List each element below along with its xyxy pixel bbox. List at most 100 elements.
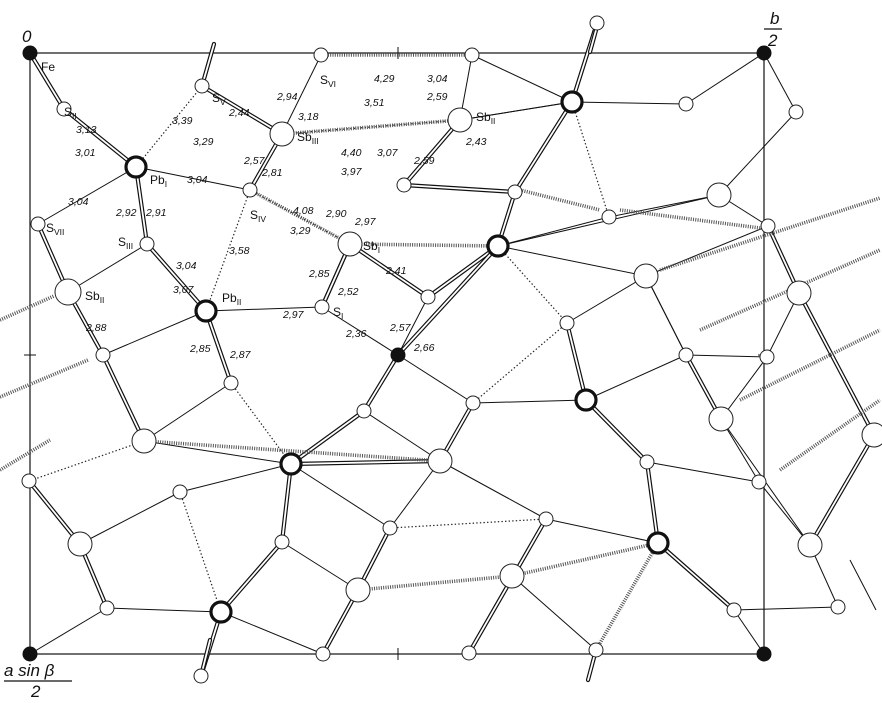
- sulfur-atom: [760, 218, 776, 234]
- atom-label-sb-ii-left: SbII: [85, 289, 104, 305]
- atom-label-fe: Fe: [41, 60, 55, 74]
- distance-label: 3,07: [173, 284, 195, 296]
- distance-label: 2,97: [354, 216, 377, 228]
- sulfur-atom-dark: [223, 375, 239, 391]
- sulfur-atom: [830, 599, 846, 615]
- bond-line: [646, 461, 659, 544]
- sulfur-atom-dark: [788, 104, 804, 120]
- bond-line: [699, 248, 881, 332]
- bond-line: [403, 119, 461, 186]
- distance-label: 2,57: [243, 155, 266, 167]
- sulfur-atom-dark: [139, 236, 155, 252]
- bond-line: [397, 245, 499, 356]
- bond-line: [135, 85, 203, 168]
- atom-label-s-iii: SIII: [118, 235, 133, 251]
- distance-label: 2,52: [337, 286, 359, 298]
- bond-line: [0, 358, 89, 399]
- bond-line: [439, 460, 547, 520]
- bond-line: [397, 296, 429, 356]
- bond-line: [497, 245, 647, 277]
- bond-line: [514, 101, 573, 193]
- distance-label: 2,97: [282, 309, 305, 321]
- sulfur-atom: [95, 347, 111, 363]
- bond-line: [778, 398, 882, 472]
- bond-line: [179, 491, 222, 613]
- a-axis-label: a sin β 2: [4, 661, 72, 701]
- bond-line: [29, 607, 108, 655]
- bond-line: [497, 245, 568, 324]
- atom-labels: Fe SII SV SVI SbIII SbII PbI SIV SbI SVI…: [41, 60, 495, 321]
- sulfur-atom-dark: [193, 668, 209, 684]
- sulfur-atom-dark: [356, 403, 372, 419]
- distance-label: 2,87: [229, 349, 252, 361]
- bond-line: [545, 518, 659, 544]
- bond-line: [63, 108, 137, 168]
- bond-line: [849, 559, 877, 611]
- distance-label: 2,85: [189, 343, 211, 355]
- bond-line: [511, 541, 659, 578]
- distance-label: 3,13: [76, 124, 97, 136]
- sulfur-atom: [242, 182, 258, 198]
- sulfur-atom-dark: [589, 15, 605, 31]
- bond-line: [471, 54, 573, 103]
- bond-line: [106, 607, 222, 613]
- bond-line: [220, 611, 324, 655]
- distance-label: 2,59: [426, 91, 448, 103]
- distance-label: 3,29: [290, 225, 311, 237]
- bond-line: [179, 463, 292, 493]
- distance-label: 3,39: [172, 115, 193, 127]
- bond-line: [389, 518, 547, 529]
- iron-atom: [22, 45, 38, 61]
- bond-line: [566, 275, 647, 324]
- bond-line: [594, 542, 660, 651]
- bond-line: [472, 399, 587, 404]
- bond-line: [571, 101, 687, 105]
- distance-label: 2,36: [345, 328, 367, 340]
- sulfur-atom: [99, 600, 115, 616]
- distance-label: 2,85: [308, 268, 330, 280]
- bond-line: [201, 85, 283, 135]
- antimony-atom: [131, 428, 157, 454]
- a-axis-denominator: 2: [30, 682, 41, 698]
- sulfur-atom: [172, 484, 188, 500]
- sulfur-atom-dark: [726, 602, 742, 618]
- distance-label: 2,59: [413, 155, 435, 167]
- bond-line: [619, 208, 761, 230]
- sulfur-atom: [678, 96, 694, 112]
- bond-line: [739, 328, 881, 402]
- iron-atom: [22, 646, 38, 662]
- bond-line: [718, 111, 797, 196]
- bond-distance-labels: 3,13 3,01 3,39 3,29 2,44 2,94 3,18 4,29 …: [68, 73, 487, 361]
- lead-atom: [560, 90, 584, 114]
- distance-label: 2,57: [389, 322, 412, 334]
- bond-line: [0, 438, 51, 472]
- bond-line: [37, 166, 137, 225]
- bond-line: [135, 166, 251, 191]
- distance-label: 4,08: [293, 205, 314, 217]
- bond-line: [363, 354, 399, 412]
- sulfur-atom-dark: [274, 534, 290, 550]
- sulfur-atom: [382, 520, 398, 536]
- bond-line: [205, 306, 323, 312]
- distance-label: 2,90: [325, 208, 347, 220]
- bond-line: [519, 188, 601, 212]
- sulfur-atom: [315, 646, 331, 662]
- bond-line: [357, 574, 513, 592]
- distance-label: 2,94: [276, 91, 298, 103]
- sulfur-atom-dark: [588, 642, 604, 658]
- bond-line: [349, 243, 429, 298]
- bond-line: [28, 440, 145, 482]
- bond-line: [230, 382, 292, 465]
- bond-line: [290, 463, 391, 529]
- bond-line: [79, 491, 181, 545]
- bond-line: [363, 410, 441, 462]
- atom-label-s-vii: SVII: [46, 221, 64, 237]
- bond-line: [608, 194, 720, 218]
- sulfur-atom: [461, 645, 477, 661]
- bond-line: [571, 101, 610, 218]
- bond-line: [143, 440, 292, 465]
- bond-line: [585, 354, 687, 401]
- distance-label: 3,04: [427, 73, 448, 85]
- distance-label: 2,88: [85, 322, 107, 334]
- sulfur-atom-dark: [420, 289, 436, 305]
